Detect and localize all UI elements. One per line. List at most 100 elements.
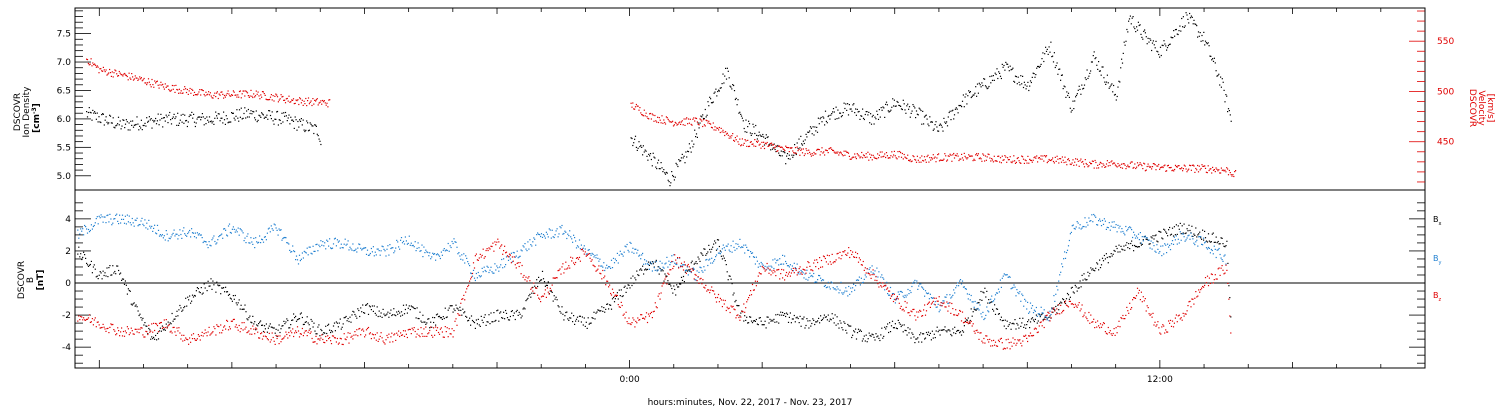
bottom-series-1-point — [318, 244, 320, 246]
top-series-1-point — [675, 122, 677, 124]
bottom-series-2-point — [177, 330, 179, 332]
bottom-series-2-point — [81, 316, 83, 318]
bottom-series-0-point — [1184, 232, 1186, 235]
top-series-0-point — [189, 114, 191, 116]
top-series-0-point — [732, 84, 734, 86]
top-series-1-point — [1041, 158, 1043, 160]
top-series-1-point — [243, 90, 245, 92]
bottom-series-2-point — [413, 327, 415, 329]
bottom-series-2-point — [218, 326, 220, 328]
top-series-1-point — [687, 118, 690, 120]
bottom-series-1-point — [1087, 224, 1089, 226]
bottom-series-0-point — [844, 322, 846, 324]
bottom-series-1-point — [632, 247, 634, 249]
top-series-0-point — [960, 104, 962, 107]
bottom-series-0-point — [173, 318, 175, 320]
bottom-series-1-point — [675, 263, 677, 265]
bottom-series-1-point — [833, 288, 835, 290]
bottom-series-0-point — [773, 318, 775, 320]
bottom-series-1-point — [449, 245, 451, 247]
bottom-series-0-point — [837, 323, 839, 325]
top-series-0-point — [1139, 24, 1141, 26]
bottom-series-0-point — [139, 313, 141, 315]
bottom-series-0-point — [533, 292, 535, 294]
bottom-series-0-point — [131, 304, 133, 306]
top-series-0-point — [733, 84, 735, 87]
top-series-1-point — [1001, 155, 1003, 157]
bottom-series-1-point — [1042, 312, 1044, 314]
bottom-series-2-point — [274, 343, 276, 345]
bottom-series-2-point — [583, 253, 585, 255]
bottom-series-0-point — [208, 285, 210, 287]
bottom-series-1-point — [1054, 300, 1056, 302]
top-series-1-point — [812, 154, 814, 156]
bottom-series-0-point — [600, 310, 602, 312]
top-series-1-point — [156, 80, 158, 82]
bottom-series-1-point — [85, 226, 87, 228]
top-series-1-point — [941, 159, 943, 161]
bottom-series-0-point — [146, 325, 148, 327]
bottom-series-1-point — [129, 222, 131, 224]
top-series-1-point — [1017, 157, 1019, 159]
bottom-series-0-point — [80, 253, 82, 255]
bottom-series-0-point — [460, 309, 462, 311]
bottom-series-1-point — [900, 290, 902, 293]
bottom-series-0-point — [979, 299, 981, 301]
bottom-series-0-point — [401, 314, 404, 316]
top-series-1-point — [893, 150, 895, 152]
bottom-series-1-point — [140, 220, 142, 222]
top-series-0-point — [990, 82, 992, 84]
bottom-series-1-point — [155, 232, 157, 234]
bottom-series-0-point — [198, 291, 200, 293]
top-series-0-point — [937, 130, 939, 132]
bottom-series-2-point — [623, 313, 625, 315]
top-series-1-point — [772, 144, 774, 146]
bottom-series-1-point — [898, 293, 900, 295]
top-series-1-point — [300, 102, 302, 104]
bottom-series-0-point — [985, 296, 987, 298]
top-series-0-point — [262, 114, 264, 116]
bottom-series-2-point — [241, 322, 243, 324]
top-series-0-point — [121, 125, 123, 127]
top-series-1-point — [1119, 164, 1121, 166]
top-series-0-point — [1059, 68, 1061, 70]
bottom-series-2-point — [202, 335, 204, 337]
bottom-series-0-point — [335, 321, 337, 323]
bottom-series-2-point — [253, 328, 255, 330]
bottom-series-0-point — [437, 316, 440, 318]
top-series-1-point — [1214, 171, 1216, 173]
bottom-series-0-point — [1219, 243, 1221, 245]
bottom-series-1-point — [398, 246, 400, 248]
top-series-0-point — [1220, 86, 1222, 88]
bottom-series-2-point — [664, 278, 666, 280]
bottom-series-1-point — [914, 279, 916, 281]
top-series-0-point — [1104, 81, 1106, 83]
top-series-0-point — [785, 163, 787, 165]
top-series-0-point — [702, 117, 705, 120]
bottom-series-2-point — [336, 337, 338, 340]
bottom-series-0-point — [1060, 301, 1062, 303]
top-series-1-point — [124, 72, 126, 75]
bottom-series-0-point — [965, 319, 967, 321]
bottom-series-0-point — [334, 330, 336, 332]
top-series-0-point — [128, 122, 130, 124]
top-series-0-point — [913, 105, 915, 107]
top-series-1-point — [186, 88, 188, 91]
top-series-0-point — [1217, 74, 1219, 77]
bottom-series-1-point — [868, 268, 870, 270]
bottom-series-0-point — [1065, 298, 1068, 300]
bottom-series-0-point — [1101, 257, 1104, 259]
bottom-series-0-point — [915, 338, 917, 340]
bottom-series-1-point — [649, 261, 651, 263]
top-series-0-point — [779, 155, 781, 157]
bottom-series-1-point — [1026, 308, 1028, 310]
top-series-1-point — [692, 118, 694, 120]
bottom-series-0-point — [787, 321, 790, 323]
bottom-series-2-point — [603, 277, 605, 279]
bottom-series-1-point — [186, 235, 188, 237]
bottom-series-1-point — [139, 224, 141, 226]
bottom-series-0-point — [959, 332, 961, 334]
bottom-series-2-point — [667, 272, 669, 274]
top-series-1-point — [1052, 157, 1054, 159]
bottom-series-1-point — [562, 233, 564, 235]
